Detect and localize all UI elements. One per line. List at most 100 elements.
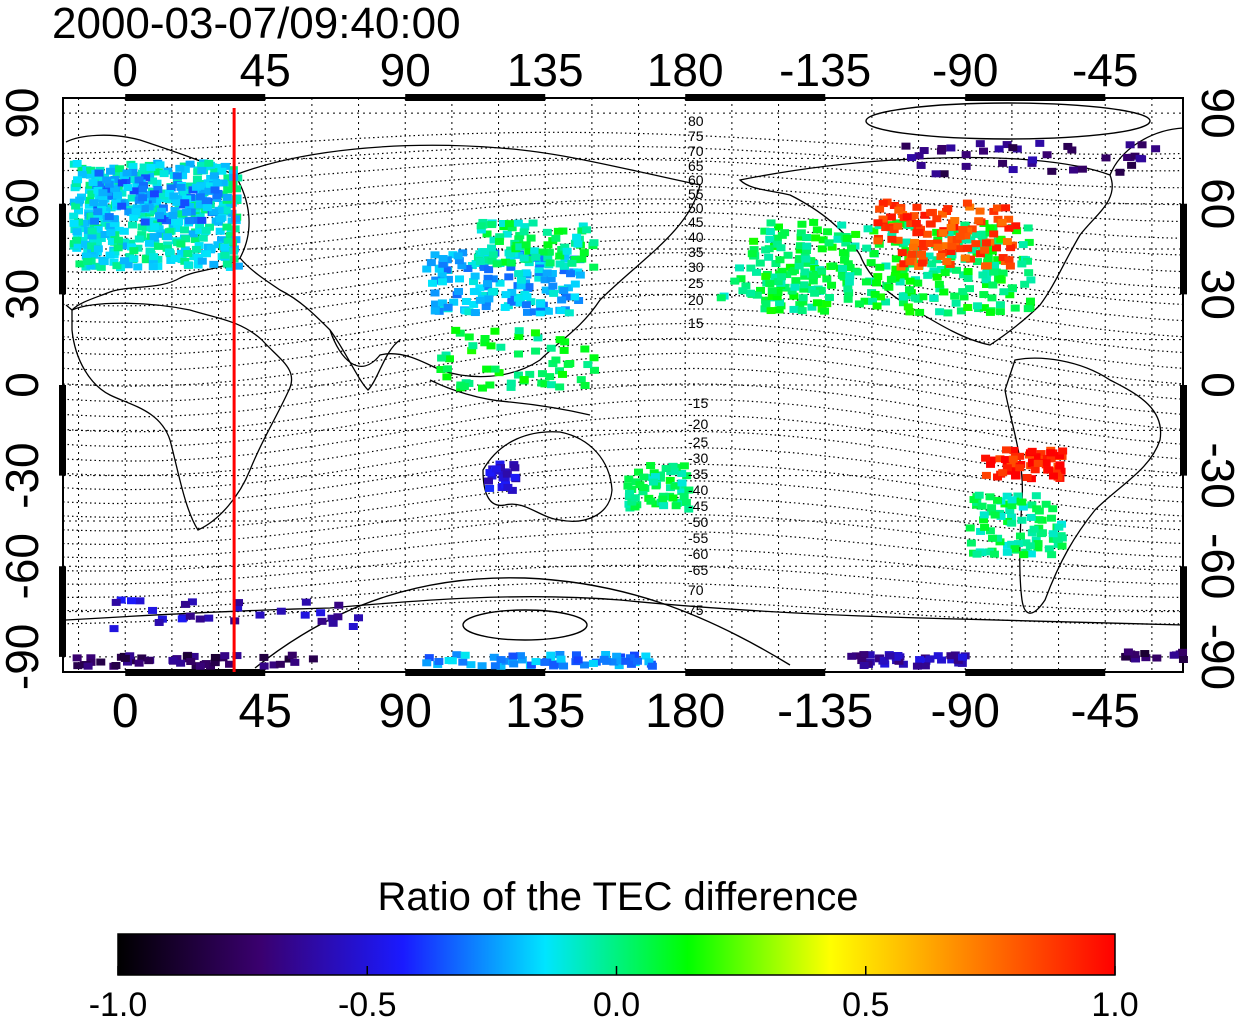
tec-cell [914,152,924,160]
tec-cell [500,303,510,311]
tec-cell [999,288,1009,296]
tec-cell [328,619,338,627]
tec-cell [960,221,970,229]
tec-cell [81,263,91,271]
tec-cell [88,179,98,187]
tec-cell [1178,648,1188,656]
tec-cell [530,247,540,255]
tec-cell [809,272,819,280]
tec-cell [154,618,164,626]
tec-cell [535,257,545,265]
tec-cell [865,651,875,659]
tec-cell [85,186,95,194]
tec-cell [144,239,154,247]
tec-cell [92,238,102,246]
magnetic-latitude-contour [62,265,1184,323]
tec-cell [531,347,541,355]
tec-cell [1127,161,1137,169]
tec-cell [546,344,556,352]
tec-cell [844,278,854,286]
tec-cell [789,292,799,300]
tec-cell [964,285,974,293]
contour-label: 15 [688,315,704,331]
tec-cell [220,162,230,170]
magnetic-latitude-contour [62,430,1184,491]
tec-cell [1002,446,1012,454]
tec-cell [506,263,516,271]
tec-cell [817,267,827,275]
tec-cell [990,261,1000,269]
top-lon-tick-label: 135 [507,44,584,96]
tec-cell [96,658,106,666]
tec-cell [185,160,195,168]
tec-cell [955,245,965,253]
tec-cell [165,248,175,256]
tec-cell [932,228,942,236]
tec-cell [455,275,465,283]
tec-cell [682,472,692,480]
tec-cell [868,297,878,305]
tec-cell [767,292,777,300]
tec-cell [1048,472,1058,480]
tec-cell [510,464,520,472]
tec-cell [192,175,202,183]
tec-cell [1055,461,1065,469]
tec-cell [866,259,876,267]
colorbar-tick-label: -1.0 [89,986,148,1024]
tec-cell [232,652,242,660]
tec-cell [222,193,232,201]
tec-cell [191,245,201,253]
tec-cell [903,303,913,311]
tec-cell [227,209,237,217]
tec-cell [992,244,1002,252]
tec-cell [549,289,559,297]
tec-cell [1024,238,1034,246]
tec-cell [182,652,192,660]
colorbar-tick-label: 0.0 [593,986,640,1024]
contour-label: 70 [688,143,704,159]
tec-cell [555,260,565,268]
tec-cell [437,354,447,362]
tec-cell [755,259,765,267]
tec-cell [630,503,640,511]
tec-cell [985,548,995,556]
tec-cell [123,184,133,192]
tec-cell [933,243,943,251]
tec-cell [234,599,244,607]
tec-cell [859,662,869,670]
tec-cell [837,265,847,273]
tec-cell [168,656,178,664]
tec-cell [556,307,566,315]
tec-cell [995,308,1005,316]
tec-cell [1008,455,1018,463]
tec-cell [905,277,915,285]
right-lat-tick-label: -90 [1192,624,1240,690]
tec-cell [1026,513,1036,521]
tec-cell [908,243,918,251]
tec-cell [730,277,740,285]
tec-cell [506,259,516,267]
tec-cell [1024,269,1034,277]
tec-cell [223,174,233,182]
tec-cell [773,288,783,296]
tec-cell [479,263,489,271]
tec-cell [997,218,1007,226]
tec-cell [204,159,214,167]
tec-cell [902,213,912,221]
tec-cell [190,235,200,243]
tec-cell [537,370,547,378]
tec-cell [87,232,97,240]
tec-cell [895,278,905,286]
tec-cell [430,300,440,308]
tec-cell [828,262,838,270]
tec-cell [86,658,96,666]
tec-cell [447,657,457,665]
tec-cell [220,251,230,259]
tec-cell [488,250,498,258]
tec-cell [755,286,765,294]
tec-cell [113,236,123,244]
tec-cell [137,211,147,219]
contour-label: 80 [688,113,704,129]
tec-cell [206,244,216,252]
tec-cell [977,549,987,557]
